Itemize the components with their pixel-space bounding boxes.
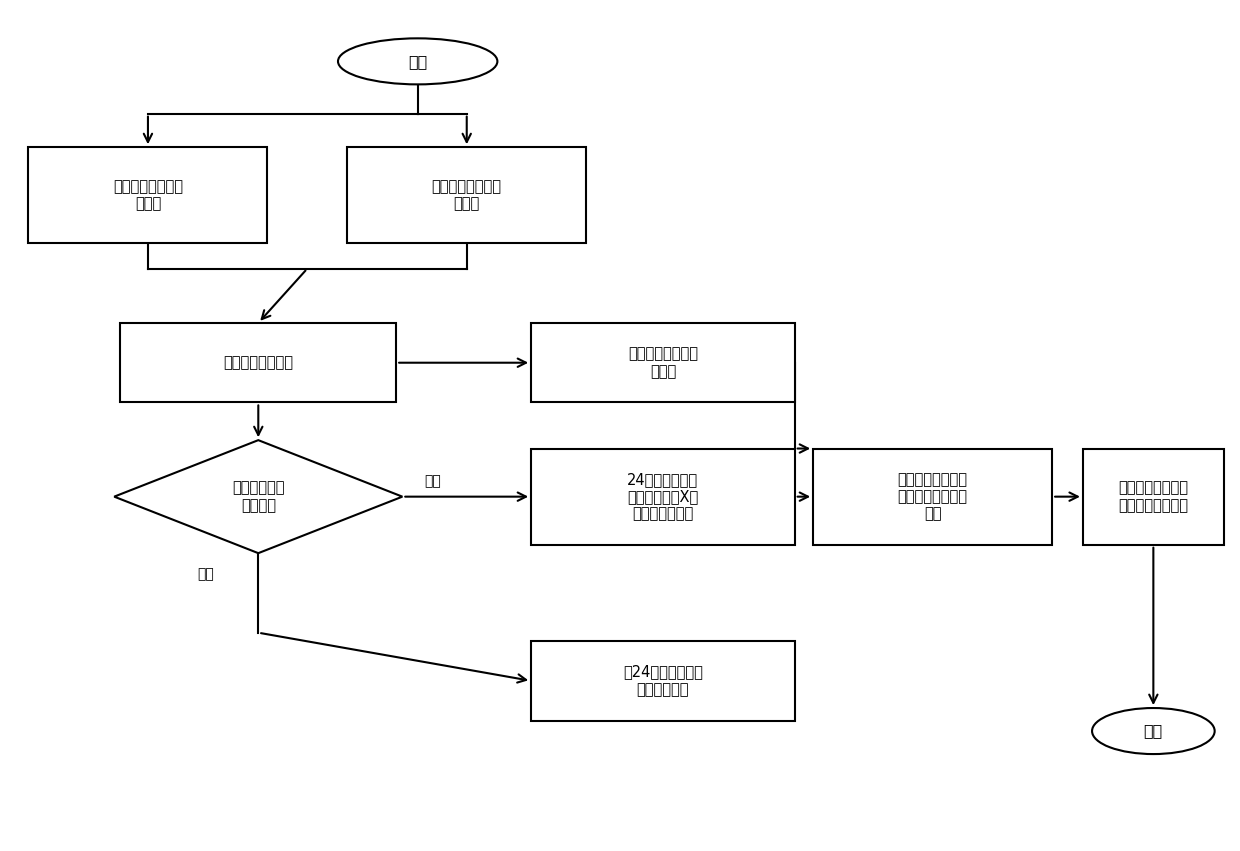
FancyBboxPatch shape bbox=[29, 147, 268, 243]
Text: 表计接收搜表命令: 表计接收搜表命令 bbox=[223, 355, 294, 370]
Text: 开始: 开始 bbox=[408, 54, 428, 69]
Text: 结束: 结束 bbox=[1143, 723, 1163, 739]
Text: 增量: 增量 bbox=[197, 567, 213, 581]
FancyBboxPatch shape bbox=[347, 147, 587, 243]
Text: 集中器首次启动全
量搜表: 集中器首次启动全 量搜表 bbox=[113, 179, 184, 212]
FancyBboxPatch shape bbox=[531, 641, 795, 721]
Ellipse shape bbox=[339, 38, 497, 84]
Text: 全量: 全量 bbox=[424, 475, 441, 488]
Text: 随机延时后返回抄
表数据: 随机延时后返回抄 表数据 bbox=[627, 346, 698, 379]
FancyBboxPatch shape bbox=[1083, 448, 1224, 545]
FancyBboxPatch shape bbox=[813, 448, 1053, 545]
Text: 且24小时内被抄过
表不响应命令: 且24小时内被抄过 表不响应命令 bbox=[622, 665, 703, 697]
FancyBboxPatch shape bbox=[531, 448, 795, 545]
Ellipse shape bbox=[1092, 708, 1215, 754]
FancyBboxPatch shape bbox=[120, 323, 397, 403]
Text: 全量搜表还是
增量搜表: 全量搜表还是 增量搜表 bbox=[232, 481, 284, 513]
Text: 采集器定时启动增
量搜表: 采集器定时启动增 量搜表 bbox=[432, 179, 502, 212]
Text: 采集器接收表计通
讯地址并上报给集
中器: 采集器接收表计通 讯地址并上报给集 中器 bbox=[898, 471, 967, 522]
FancyBboxPatch shape bbox=[531, 323, 795, 403]
Text: 集中器建立表计档
案，并上报给主站: 集中器建立表计档 案，并上报给主站 bbox=[1118, 481, 1188, 513]
Text: 24小时内未被抄
表，随机延迟X秒
后返回抄表数据: 24小时内未被抄 表，随机延迟X秒 后返回抄表数据 bbox=[627, 471, 698, 522]
Polygon shape bbox=[114, 440, 402, 553]
